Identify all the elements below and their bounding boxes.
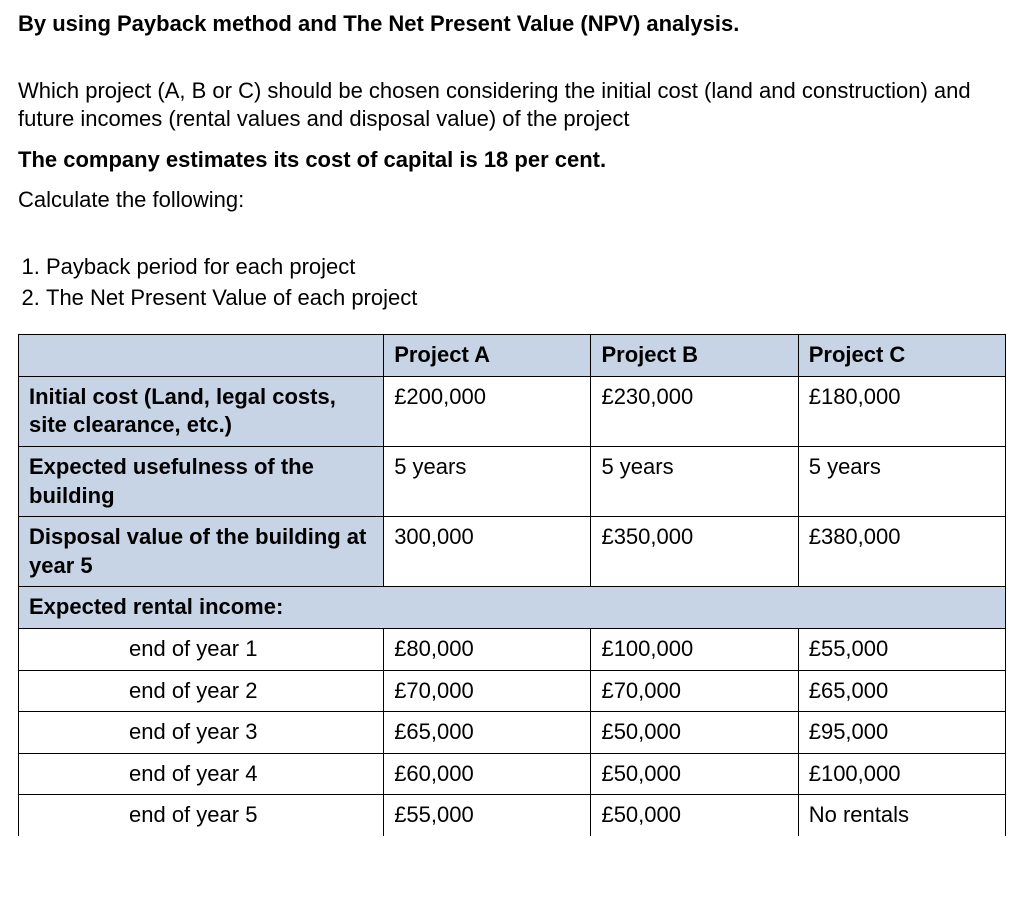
cell: £95,000 [798, 712, 1005, 754]
header-blank [19, 335, 384, 377]
cell: £180,000 [798, 376, 1005, 446]
table-row: Expected usefulness of the building 5 ye… [19, 446, 1006, 516]
cell: £380,000 [798, 517, 1005, 587]
cell: £200,000 [384, 376, 591, 446]
row-label-disposal: Disposal value of the building at year 5 [19, 517, 384, 587]
table-row: Initial cost (Land, legal costs, site cl… [19, 376, 1006, 446]
cell: £80,000 [384, 628, 591, 670]
table-row: end of year 3 £65,000 £50,000 £95,000 [19, 712, 1006, 754]
row-label-year-3: end of year 3 [19, 712, 384, 754]
cell: 5 years [384, 446, 591, 516]
cell: £65,000 [384, 712, 591, 754]
cell: £50,000 [591, 712, 798, 754]
table-row: Disposal value of the building at year 5… [19, 517, 1006, 587]
cell: £70,000 [591, 670, 798, 712]
table-row: end of year 1 £80,000 £100,000 £55,000 [19, 628, 1006, 670]
task-item-1: Payback period for each project [46, 253, 1006, 282]
header-project-c: Project C [798, 335, 1005, 377]
cell: £65,000 [798, 670, 1005, 712]
row-label-usefulness: Expected usefulness of the building [19, 446, 384, 516]
task-list: Payback period for each project The Net … [46, 253, 1006, 312]
cell: £100,000 [798, 753, 1005, 795]
cell: £50,000 [591, 753, 798, 795]
intro-paragraph: Which project (A, B or C) should be chos… [18, 77, 1006, 134]
cost-of-capital: The company estimates its cost of capita… [18, 146, 1006, 175]
table-header-row: Project A Project B Project C [19, 335, 1006, 377]
cell: £55,000 [384, 795, 591, 836]
table-row: end of year 4 £60,000 £50,000 £100,000 [19, 753, 1006, 795]
row-label-initial-cost: Initial cost (Land, legal costs, site cl… [19, 376, 384, 446]
row-label-year-5: end of year 5 [19, 795, 384, 836]
row-label-rental-header: Expected rental income: [19, 587, 1006, 629]
cell: £50,000 [591, 795, 798, 836]
row-label-year-1: end of year 1 [19, 628, 384, 670]
cell: 300,000 [384, 517, 591, 587]
row-label-year-2: end of year 2 [19, 670, 384, 712]
cell: £60,000 [384, 753, 591, 795]
cell: 5 years [798, 446, 1005, 516]
projects-table: Project A Project B Project C Initial co… [18, 334, 1006, 836]
table-row-rental-header: Expected rental income: [19, 587, 1006, 629]
cell: 5 years [591, 446, 798, 516]
cell: £55,000 [798, 628, 1005, 670]
calculate-label: Calculate the following: [18, 186, 1006, 215]
header-project-b: Project B [591, 335, 798, 377]
title: By using Payback method and The Net Pres… [18, 10, 1006, 39]
table-row: end of year 5 £55,000 £50,000 No rentals [19, 795, 1006, 836]
cell: £70,000 [384, 670, 591, 712]
cell: £350,000 [591, 517, 798, 587]
table-row: end of year 2 £70,000 £70,000 £65,000 [19, 670, 1006, 712]
cell: £230,000 [591, 376, 798, 446]
task-item-2: The Net Present Value of each project [46, 284, 1006, 313]
cell: No rentals [798, 795, 1005, 836]
header-project-a: Project A [384, 335, 591, 377]
row-label-year-4: end of year 4 [19, 753, 384, 795]
cell: £100,000 [591, 628, 798, 670]
